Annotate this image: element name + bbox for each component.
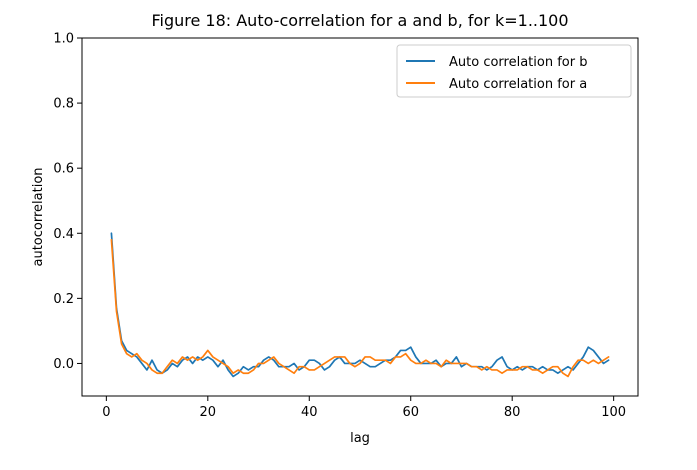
series-line-b [110,232,610,378]
plot-area [81,37,639,397]
legend-box [396,44,632,98]
series-line-a [110,238,610,378]
y-tick-label: 0.8 [53,97,74,112]
x-tick-label: 100 [601,405,626,420]
x-tick-label: 40 [301,405,318,420]
chart-title: Figure 18: Auto-correlation for a and b,… [151,11,568,30]
x-tick-label: 60 [402,405,419,420]
x-axis-label: lag [350,431,370,446]
x-tick-label: 80 [504,405,521,420]
series-lines [110,232,610,378]
plot-frame [81,37,639,397]
x-tick-label: 0 [102,405,110,420]
y-tick-label: 0.0 [53,357,74,372]
legend: Auto correlation for b Auto correlation f… [396,44,632,98]
x-tick-label: 20 [200,405,217,420]
legend-label: Auto correlation for b [449,55,587,70]
y-tick-label: 0.4 [53,227,74,242]
y-tick-label: 1.0 [53,32,74,47]
y-tick-label: 0.2 [53,292,74,307]
y-tick-label: 0.6 [53,162,74,177]
legend-label: Auto correlation for a [449,77,587,92]
y-axis-label: autocorrelation [31,167,46,266]
axis-ticks: 0 20 40 60 80 100 0.0 0.2 0.4 0.6 0.8 1.0 [53,32,626,421]
